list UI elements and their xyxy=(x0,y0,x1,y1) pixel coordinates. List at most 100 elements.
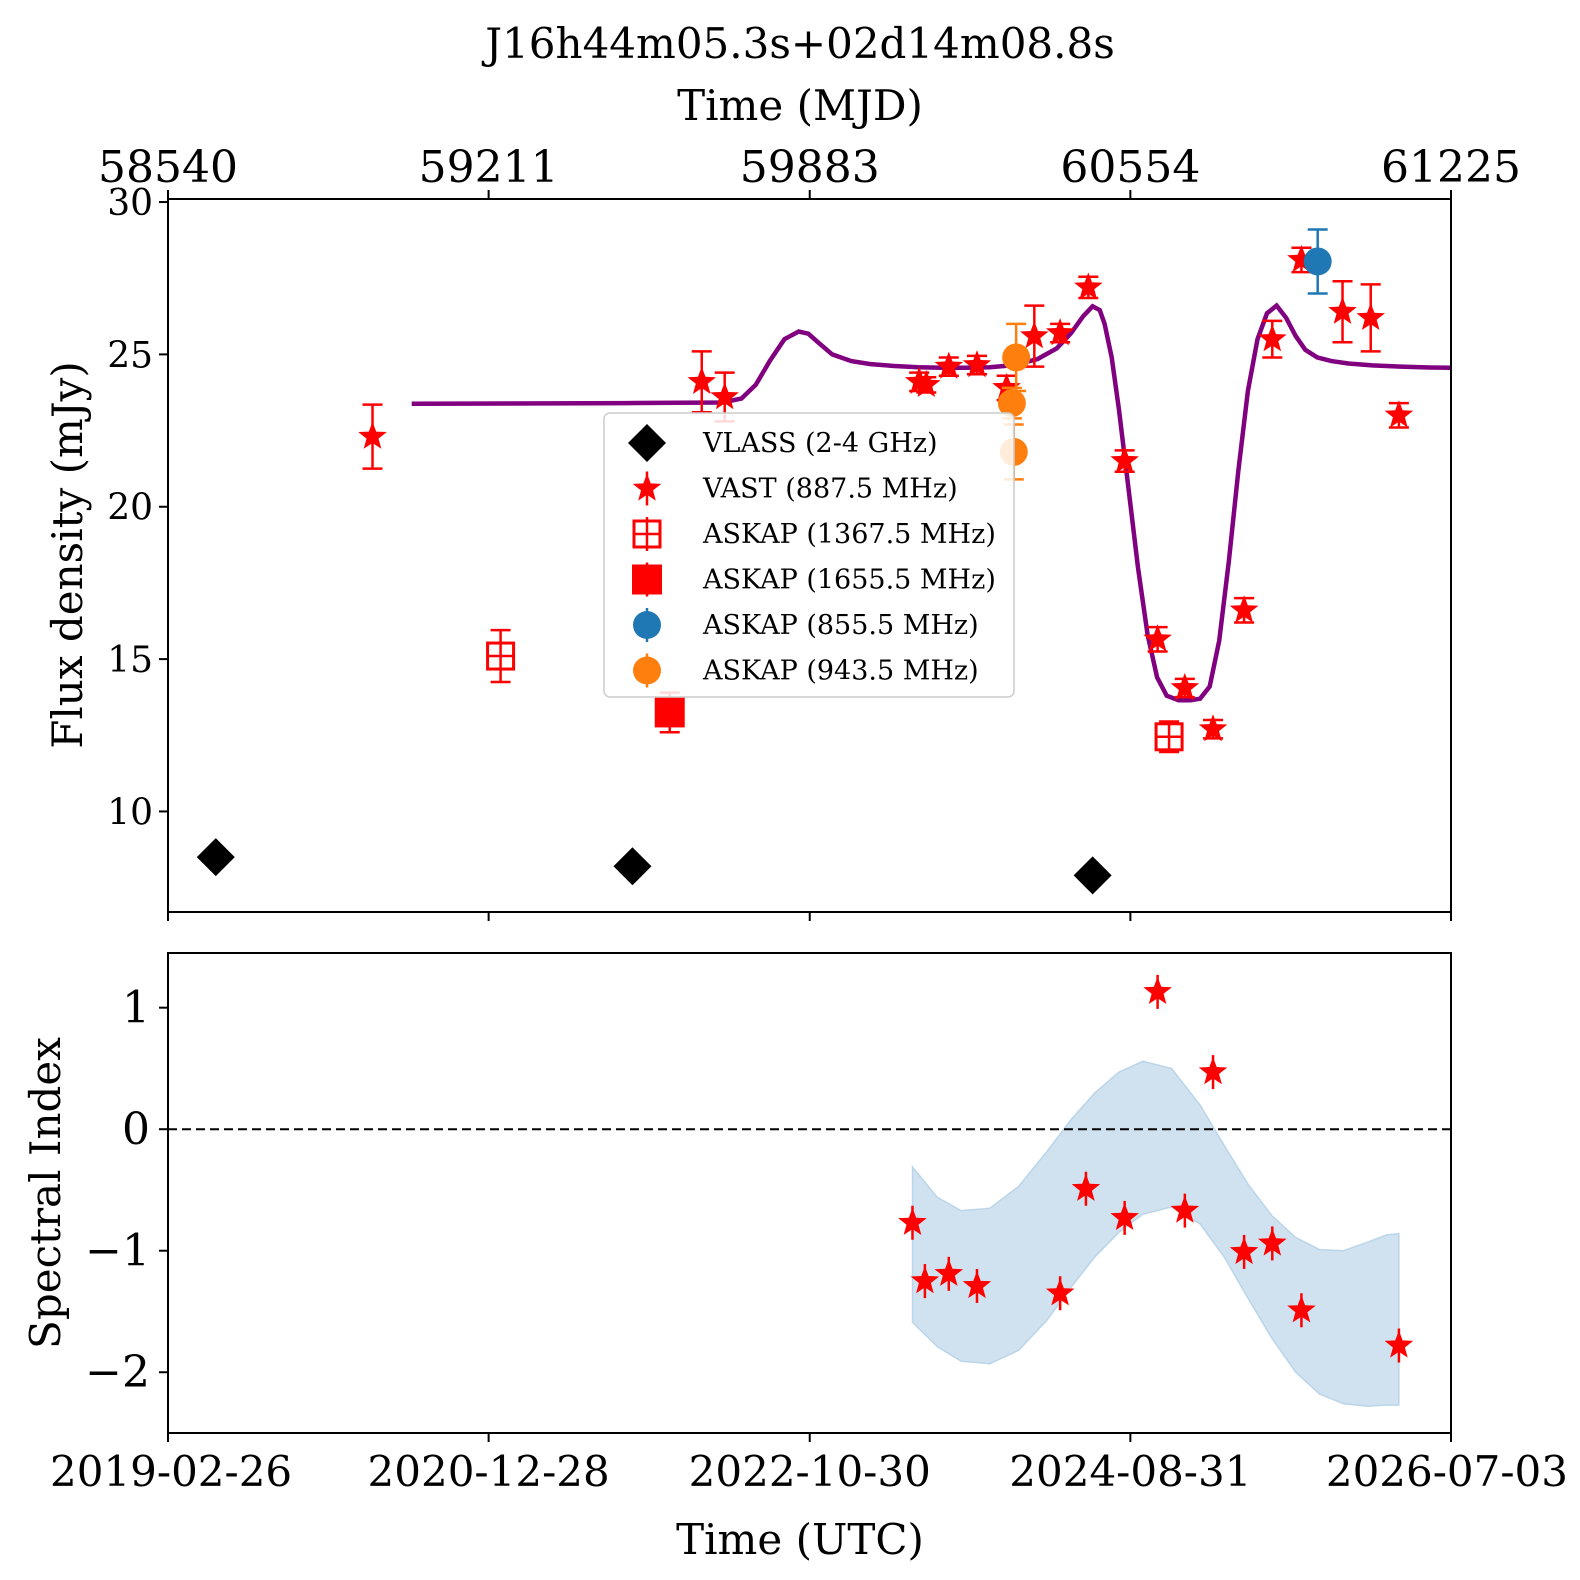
legend-marker xyxy=(632,564,662,595)
flux-data-points xyxy=(196,228,1414,895)
flux-y-tick-label: 15 xyxy=(107,640,153,681)
chart-title: J16h44m05.3s+02d14m08.8s xyxy=(481,19,1115,68)
data-point xyxy=(358,421,387,449)
spectral-index-point xyxy=(1198,1057,1228,1085)
data-point xyxy=(710,382,739,410)
legend-label: VLASS (2-4 GHz) xyxy=(702,428,938,459)
data-point xyxy=(1229,595,1259,623)
legend: VLASS (2-4 GHz) VAST (887.5 MHz) ASKAP (13… xyxy=(603,412,1015,698)
legend-marker xyxy=(633,656,661,685)
data-point xyxy=(1356,302,1385,330)
data-point xyxy=(613,847,652,886)
flux-y-tick-label: 25 xyxy=(107,335,153,376)
top-axis-tick-label: 59211 xyxy=(419,142,559,193)
legend-entry: ASKAP (1655.5 MHz) xyxy=(632,562,996,597)
time-utc-tick-label: 2022-10-30 xyxy=(689,1447,931,1496)
data-point xyxy=(654,697,685,728)
data-point xyxy=(1384,400,1414,428)
data-point xyxy=(1287,244,1316,273)
spectral-index-point xyxy=(1229,1236,1259,1265)
spectral-index-point xyxy=(1071,1173,1101,1201)
legend-marker xyxy=(632,519,662,549)
spectral-index-point xyxy=(1045,1278,1075,1306)
spectral-y-ticks: 1 0 −1 −2 xyxy=(85,983,168,1398)
data-point xyxy=(997,389,1026,418)
series-vlass-2-4-ghz xyxy=(196,838,1112,895)
spectral-y-axis-label: Spectral Index xyxy=(21,1037,70,1349)
data-point xyxy=(1045,318,1075,346)
legend-entry: ASKAP (855.5 MHz) xyxy=(633,608,979,642)
spectral-panel-frame xyxy=(167,952,1452,1434)
flux-y-ticks: 10 15 20 25 30 xyxy=(107,183,168,833)
time-utc-tick-label: 2026-07-03 xyxy=(1326,1447,1568,1496)
flux-y-tick-label: 30 xyxy=(107,183,153,224)
legend-label: ASKAP (943.5 MHz) xyxy=(702,656,979,687)
model-curve xyxy=(411,302,1451,703)
spectral-index-points xyxy=(898,974,1414,1363)
data-point xyxy=(1170,673,1200,701)
data-point xyxy=(196,838,235,877)
flux-panel-frame xyxy=(167,198,1452,913)
legend-box xyxy=(603,412,1015,698)
legend-marker xyxy=(633,611,661,639)
spectral-index-point xyxy=(1258,1228,1287,1256)
spectral-index-point xyxy=(1143,976,1172,1004)
data-point xyxy=(486,641,516,671)
spectral-y-tick-label: 1 xyxy=(122,983,150,1034)
data-point xyxy=(1154,722,1184,752)
time-utc-ticks: 2019-02-26 2020-12-28 2022-10-30 2024-08-31… xyxy=(50,1433,1568,1496)
spectral-y-tick-label: −2 xyxy=(85,1347,150,1398)
spectral-index-point xyxy=(898,1207,927,1235)
spectral-index-point xyxy=(1287,1295,1316,1323)
legend-label: ASKAP (1655.5 MHz) xyxy=(702,565,996,596)
top-axis-ticks: 58540 59211 59883 60554 61225 xyxy=(98,142,1521,199)
spectral-index-point xyxy=(910,1266,940,1294)
time-utc-tick-label: 2024-08-31 xyxy=(1009,1447,1251,1496)
top-axis-label: Time (MJD) xyxy=(677,81,923,130)
flux-density-panel: 58540 59211 59883 60554 61225 10 15 20 25 30 Flu… xyxy=(43,142,1521,921)
legend-entry: ASKAP (943.5 MHz) xyxy=(633,653,979,688)
legend-label: VAST (887.5 MHz) xyxy=(702,474,958,505)
legend-entry: VAST (887.5 MHz) xyxy=(632,471,958,506)
spectral-index-point xyxy=(1110,1202,1139,1230)
series-vast-887-5-mhz xyxy=(358,244,1414,742)
data-point xyxy=(1303,247,1332,276)
data-point xyxy=(1328,296,1357,324)
legend-marker xyxy=(632,473,662,501)
flux-y-axis-label: Flux density (mJy) xyxy=(43,361,92,749)
x-axis-label: Time (UTC) xyxy=(676,1515,924,1564)
legend-label: ASKAP (855.5 MHz) xyxy=(702,610,979,641)
series-askap-1655-5-mhz xyxy=(654,691,685,734)
spectral-y-tick-label: 0 xyxy=(122,1104,150,1155)
flux-y-tick-label: 20 xyxy=(107,488,153,529)
legend-entry: VLASS (2-4 GHz) xyxy=(628,424,938,462)
data-point xyxy=(1258,324,1287,352)
data-point xyxy=(992,372,1021,400)
flux-y-tick-label: 10 xyxy=(107,792,153,833)
spectral-index-panel: 1 0 −1 −2 2019-02-26 2020-12-28 2022-10-30 202… xyxy=(21,952,1568,1564)
data-point xyxy=(1020,321,1049,349)
spectral-index-band xyxy=(911,1060,1400,1408)
spectral-index-point xyxy=(962,1271,992,1299)
top-axis-tick-label: 60554 xyxy=(1060,142,1200,193)
legend-entry: ASKAP (1367.5 MHz) xyxy=(632,517,996,551)
time-utc-tick-label: 2020-12-28 xyxy=(368,1447,610,1496)
data-point xyxy=(1002,343,1031,372)
data-point xyxy=(912,369,941,397)
data-point xyxy=(934,351,964,379)
flux-bottom-ticks xyxy=(167,912,1452,921)
data-point xyxy=(1074,272,1103,300)
data-point xyxy=(962,350,992,378)
data-point xyxy=(687,366,716,394)
top-axis-tick-label: 59883 xyxy=(740,142,880,193)
data-point xyxy=(1143,624,1172,652)
legend-label: ASKAP (1367.5 MHz) xyxy=(702,519,996,550)
legend-marker xyxy=(628,424,666,462)
spectral-index-point xyxy=(1384,1330,1414,1358)
data-point xyxy=(1110,446,1139,474)
top-axis-tick-label: 58540 xyxy=(98,142,238,193)
top-axis-tick-label: 61225 xyxy=(1381,142,1521,193)
data-point xyxy=(1198,714,1228,742)
data-point xyxy=(1073,856,1112,895)
spectral-index-point xyxy=(1170,1195,1200,1223)
